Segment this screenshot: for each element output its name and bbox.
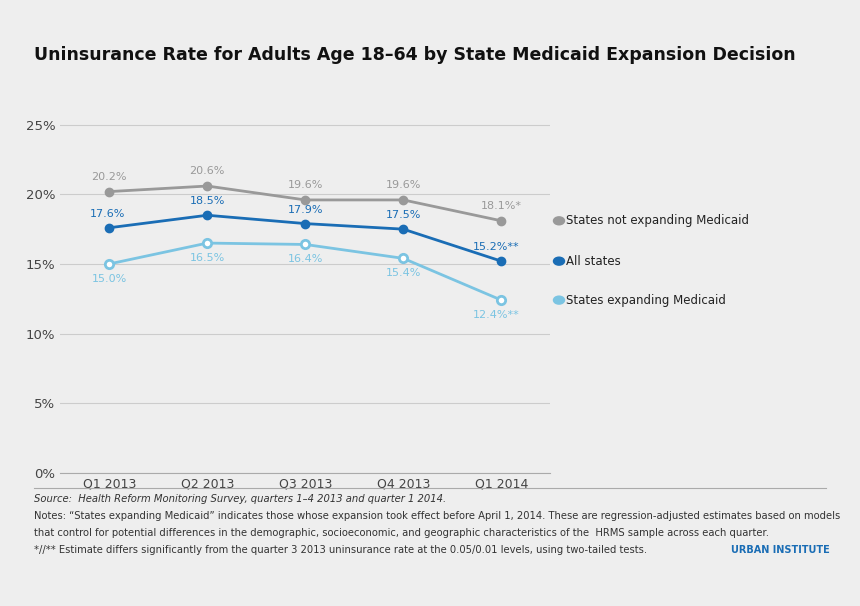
Text: 20.6%: 20.6%: [189, 166, 225, 176]
Text: that control for potential differences in the demographic, socioeconomic, and ge: that control for potential differences i…: [34, 528, 770, 538]
Text: 16.5%: 16.5%: [190, 253, 224, 263]
Text: States expanding Medicaid: States expanding Medicaid: [566, 294, 726, 307]
Text: Notes: “States expanding Medicaid” indicates those whose expansion took effect b: Notes: “States expanding Medicaid” indic…: [34, 511, 840, 521]
Text: 18.1%*: 18.1%*: [481, 201, 522, 211]
Text: 20.2%: 20.2%: [91, 172, 127, 182]
Text: 15.0%: 15.0%: [92, 274, 126, 284]
Text: 16.4%: 16.4%: [287, 254, 323, 264]
Text: 19.6%: 19.6%: [385, 180, 421, 190]
Text: 15.4%: 15.4%: [385, 268, 421, 278]
Text: *//** Estimate differs significantly from the quarter 3 2013 uninsurance rate at: *//** Estimate differs significantly fro…: [34, 545, 648, 555]
Text: Uninsurance Rate for Adults Age 18–64 by State Medicaid Expansion Decision: Uninsurance Rate for Adults Age 18–64 by…: [34, 45, 796, 64]
Text: 17.6%: 17.6%: [89, 208, 125, 219]
Text: 15.2%**: 15.2%**: [473, 242, 519, 252]
Text: Source:  Health Reform Monitoring Survey, quarters 1–4 2013 and quarter 1 2014.: Source: Health Reform Monitoring Survey,…: [34, 494, 446, 504]
Text: 17.9%: 17.9%: [287, 205, 323, 215]
Text: All states: All states: [566, 255, 621, 268]
Text: 18.5%: 18.5%: [189, 196, 225, 206]
Text: States not expanding Medicaid: States not expanding Medicaid: [566, 215, 749, 227]
Text: 17.5%: 17.5%: [385, 210, 421, 220]
Text: 19.6%: 19.6%: [287, 180, 323, 190]
Text: URBAN INSTITUTE: URBAN INSTITUTE: [731, 545, 830, 555]
Text: 12.4%**: 12.4%**: [473, 310, 519, 320]
